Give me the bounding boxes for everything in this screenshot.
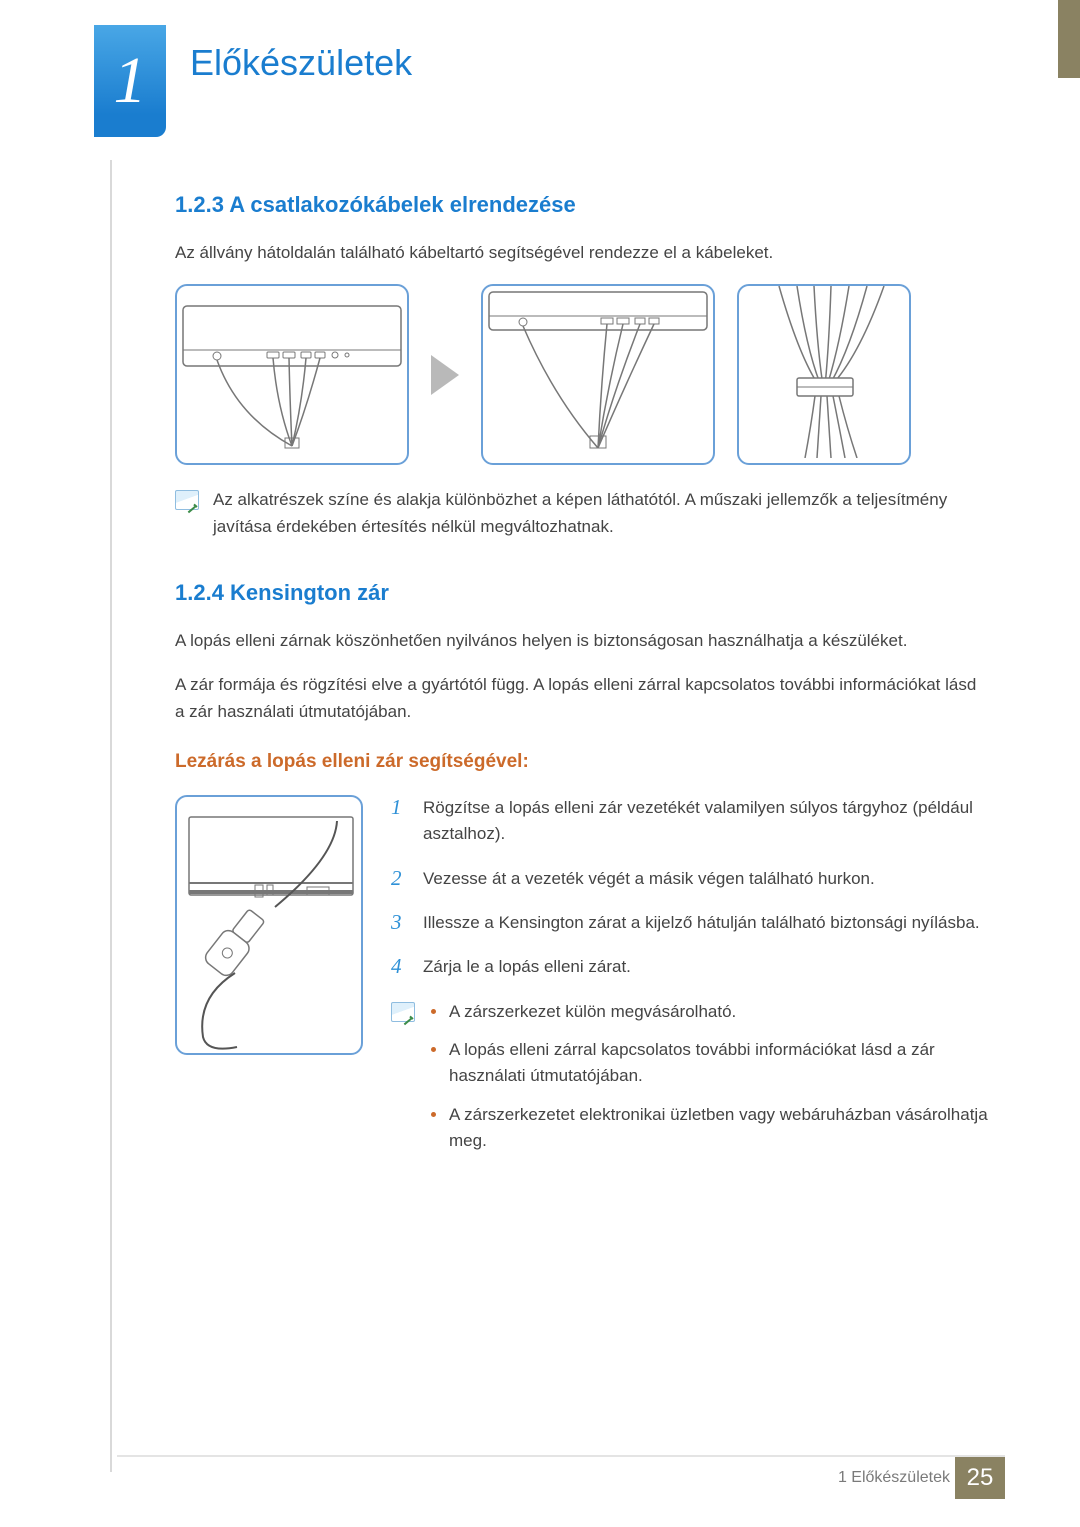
chapter-title: Előkészületek: [190, 42, 412, 84]
footer-chapter-label: 1 Előkészületek: [838, 1469, 950, 1487]
step-text: Zárja le a lopás elleni zárat.: [423, 954, 631, 980]
cable-figure-1: [175, 284, 409, 465]
step-number: 1: [391, 795, 409, 848]
page-number-badge: 25: [955, 1457, 1005, 1499]
note-text-1: Az alkatrészek színe és alakja különbözh…: [213, 487, 990, 540]
step-text: Vezesse át a vezeték végét a másik végen…: [423, 866, 875, 892]
note-bullet: A zárszerkezetet elektronikai üzletben v…: [429, 1102, 990, 1155]
section-heading-1: 1.2.3 A csatlakozókábelek elrendezése: [175, 192, 990, 218]
footer-rule: [117, 1455, 1005, 1457]
note-icon: [175, 490, 199, 510]
step-text: Illessze a Kensington zárat a kijelző há…: [423, 910, 980, 936]
note-icon: [391, 1002, 415, 1022]
kensington-figure: [175, 795, 363, 1055]
page-number: 25: [967, 1464, 994, 1492]
step-text: Rögzítse a lopás elleni zár vezetékét va…: [423, 795, 990, 848]
section-heading-2: 1.2.4 Kensington zár: [175, 580, 990, 606]
section1-paragraph: Az állvány hátoldalán található kábeltar…: [175, 240, 990, 266]
step-item: 3 Illessze a Kensington zárat a kijelző h…: [391, 910, 990, 936]
note-bullet-list: A zárszerkezet külön megvásárolható. A l…: [429, 999, 990, 1167]
header-stripe: [1058, 0, 1080, 78]
content-area: 1.2.3 A csatlakozókábelek elrendezése Az…: [175, 192, 990, 1167]
step-number: 3: [391, 910, 409, 936]
note-block-1: Az alkatrészek színe és alakja különbözh…: [175, 487, 990, 540]
step-item: 1 Rögzítse a lopás elleni zár vezetékét v…: [391, 795, 990, 848]
arrow-icon: [431, 355, 459, 395]
section2-subheading: Lezárás a lopás elleni zár segítségével:: [175, 751, 990, 773]
step-item: 4 Zárja le a lopás elleni zárat.: [391, 954, 990, 980]
step-number: 4: [391, 954, 409, 980]
chapter-number: 1: [114, 43, 147, 119]
cable-figure-3: [737, 284, 911, 465]
note-bullet: A lopás elleni zárral kapcsolatos tovább…: [429, 1037, 990, 1090]
section2-paragraph-1: A lopás elleni zárnak köszönhetően nyilv…: [175, 628, 990, 654]
left-margin-rule: [110, 160, 112, 1472]
chapter-flag: 1: [94, 25, 166, 137]
steps-column: 1 Rögzítse a lopás elleni zár vezetékét v…: [391, 795, 990, 1166]
step-number: 2: [391, 866, 409, 892]
step-item: 2 Vezesse át a vezeték végét a másik vége…: [391, 866, 990, 892]
page-footer: 1 Előkészületek 25: [0, 1455, 1080, 1505]
kensington-row: 1 Rögzítse a lopás elleni zár vezetékét v…: [175, 795, 990, 1166]
note-block-2: A zárszerkezet külön megvásárolható. A l…: [391, 999, 990, 1167]
note-bullet: A zárszerkezet külön megvásárolható.: [429, 999, 990, 1025]
cable-figure-2: [481, 284, 715, 465]
cable-figure-row: [175, 284, 990, 465]
section2-paragraph-2: A zár formája és rögzítési elve a gyártó…: [175, 672, 990, 725]
